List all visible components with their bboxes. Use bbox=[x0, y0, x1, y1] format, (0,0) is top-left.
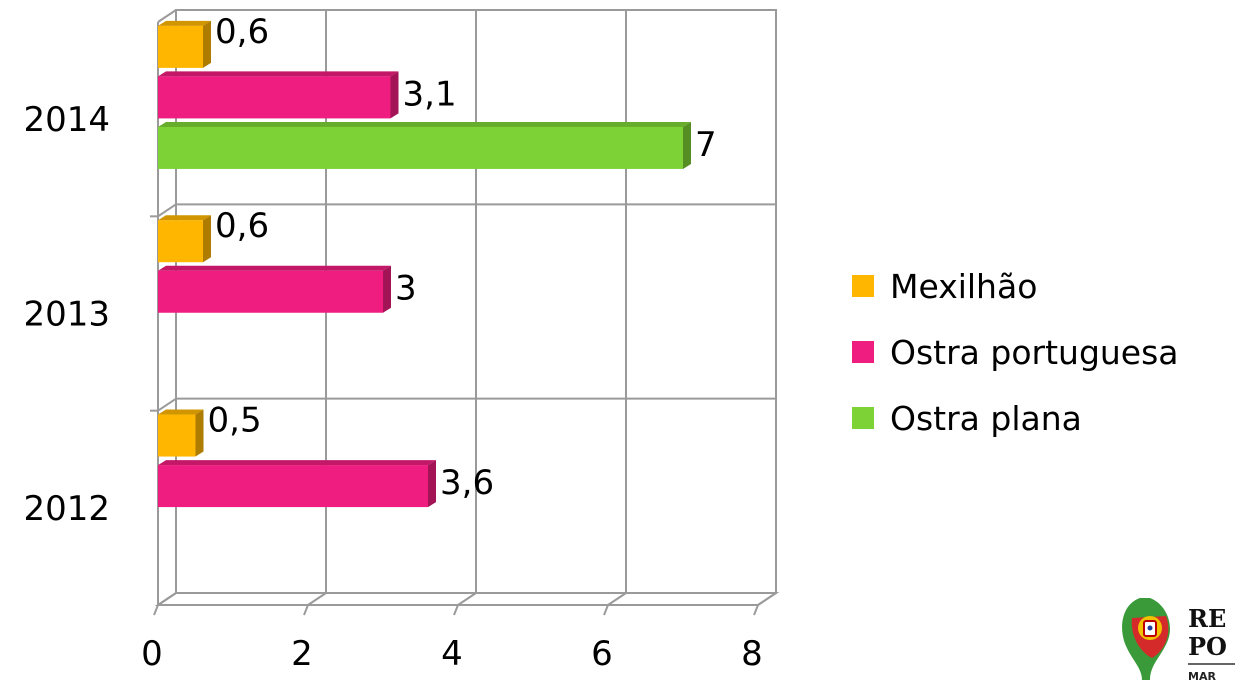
bar-end-face bbox=[383, 265, 391, 313]
floor-gridline bbox=[157, 592, 177, 606]
bar-end-face bbox=[390, 71, 399, 119]
x-tick-mark bbox=[153, 604, 159, 616]
bar-top-face bbox=[158, 215, 211, 221]
x-tick-label: 8 bbox=[741, 634, 763, 674]
y-tick-label: 2012 bbox=[23, 489, 110, 529]
legend: Mexilhão Ostra portuguesa Ostra plana bbox=[852, 267, 1179, 438]
logo-text-line1: RE bbox=[1188, 604, 1226, 633]
x-tick-label: 2 bbox=[291, 634, 313, 674]
bar bbox=[158, 265, 391, 313]
data-label: 0,6 bbox=[215, 206, 269, 246]
floor-gridline bbox=[457, 592, 477, 606]
side-wall-top-edge bbox=[157, 9, 177, 23]
bars-layer bbox=[158, 20, 691, 508]
legend-label: Ostra plana bbox=[890, 399, 1082, 438]
bar-front-face bbox=[158, 76, 391, 119]
bar-front-face bbox=[158, 220, 203, 263]
floor-gridline bbox=[307, 592, 327, 606]
x-tick-mark bbox=[603, 604, 609, 616]
bar-top-face bbox=[158, 20, 211, 26]
bar-end-face bbox=[203, 215, 211, 263]
labels-layer: 0 2 4 6 8 2012 0,5 3,6 2013 0,6 3 2014 0,6 3,1 7 bbox=[23, 12, 762, 674]
y-tick-label: 2014 bbox=[23, 100, 110, 140]
bar-top-face bbox=[158, 71, 399, 77]
floor-gridline bbox=[607, 592, 627, 606]
data-label: 0,6 bbox=[215, 12, 269, 52]
side-band-line bbox=[157, 397, 177, 412]
bar-front-face bbox=[158, 270, 383, 313]
x-tick-mark bbox=[453, 604, 459, 616]
bar bbox=[158, 460, 436, 508]
bar-end-face bbox=[203, 20, 211, 68]
bar bbox=[158, 121, 691, 169]
x-tick-mark bbox=[303, 604, 309, 616]
data-label: 3 bbox=[395, 269, 417, 309]
logo: RE PO MAR bbox=[1122, 598, 1235, 683]
bar-top-face bbox=[158, 265, 391, 271]
bar bbox=[158, 215, 211, 263]
y-tick-label: 2013 bbox=[23, 295, 110, 335]
x-tick-label: 0 bbox=[141, 634, 163, 674]
bar-end-face bbox=[683, 121, 691, 169]
x-tick-mark bbox=[753, 604, 759, 616]
legend-swatch bbox=[852, 407, 874, 429]
data-label: 3,6 bbox=[440, 463, 494, 503]
logo-text-line3: MAR bbox=[1188, 670, 1216, 683]
bar bbox=[158, 20, 211, 68]
bar-front-face bbox=[158, 414, 196, 457]
bar-end-face bbox=[428, 460, 436, 508]
legend-swatch bbox=[852, 275, 874, 297]
bar-top-face bbox=[158, 121, 691, 127]
x-tick-label: 6 bbox=[591, 634, 613, 674]
data-label: 3,1 bbox=[403, 74, 457, 114]
data-label: 0,5 bbox=[208, 401, 262, 441]
grid-lines bbox=[150, 10, 777, 616]
x-tick-label: 4 bbox=[441, 634, 463, 674]
floor-gridline bbox=[757, 592, 777, 606]
bar-end-face bbox=[195, 409, 204, 457]
legend-label: Ostra portuguesa bbox=[890, 333, 1179, 372]
bar-front-face bbox=[158, 465, 428, 508]
side-band-line bbox=[157, 203, 177, 218]
legend-swatch bbox=[852, 341, 874, 363]
legend-label: Mexilhão bbox=[890, 267, 1037, 306]
bar-top-face bbox=[158, 409, 204, 415]
portuguese-coat-of-arms-icon bbox=[1122, 598, 1170, 680]
data-label: 7 bbox=[695, 125, 717, 165]
bar bbox=[158, 409, 204, 457]
bar-front-face bbox=[158, 126, 683, 169]
bar-front-face bbox=[158, 25, 203, 68]
bar-top-face bbox=[158, 460, 436, 466]
logo-text-line2: PO bbox=[1188, 632, 1227, 661]
bar bbox=[158, 71, 399, 119]
